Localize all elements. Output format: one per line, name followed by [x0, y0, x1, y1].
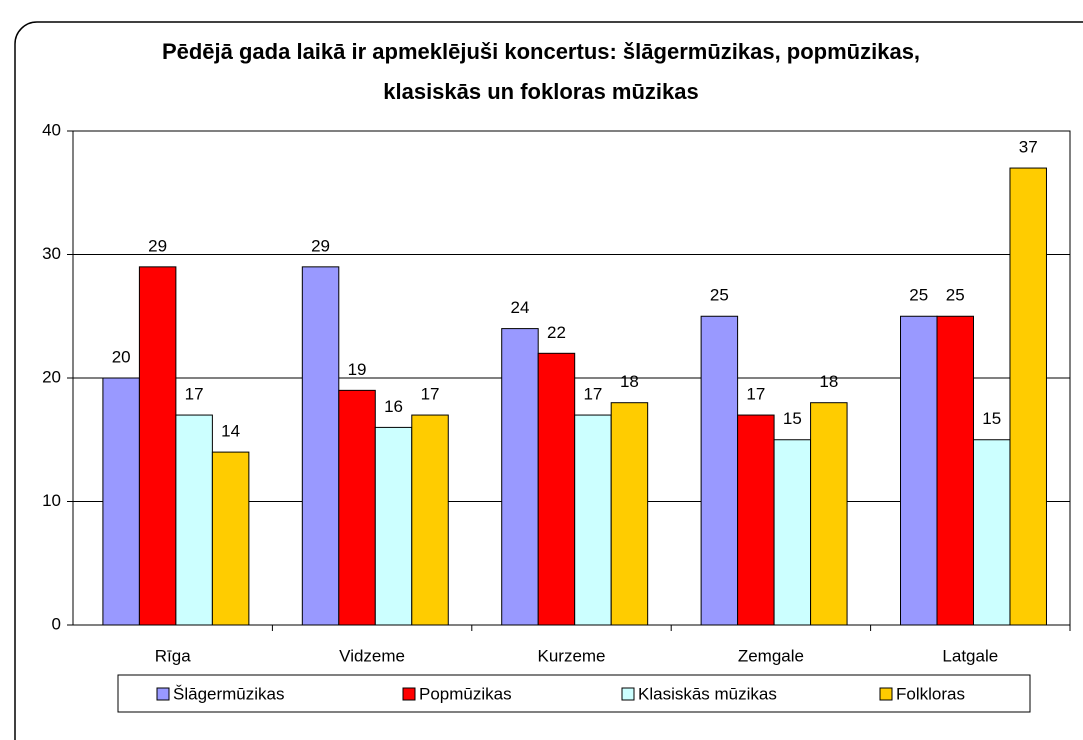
legend-label: Folkloras — [896, 684, 965, 703]
bar — [810, 402, 848, 626]
data-label: 29 — [311, 236, 330, 255]
y-tick-label: 30 — [42, 244, 61, 263]
bar — [102, 377, 140, 626]
data-label: 19 — [348, 360, 367, 379]
bar — [211, 451, 250, 626]
data-label: 25 — [946, 286, 965, 305]
bar — [138, 266, 177, 626]
data-label: 25 — [710, 286, 729, 305]
data-label: 37 — [1019, 138, 1038, 157]
data-label: 17 — [185, 385, 204, 404]
data-label: 16 — [384, 397, 403, 416]
x-tick-label: Vidzeme — [339, 646, 405, 665]
y-tick-label: 40 — [42, 120, 61, 139]
bar — [411, 414, 449, 626]
data-label: 15 — [982, 409, 1001, 428]
legend-swatch — [402, 687, 416, 701]
bar — [972, 439, 1011, 626]
data-label: 18 — [620, 372, 639, 391]
bar — [900, 315, 938, 626]
bar — [338, 389, 376, 626]
x-tick-label: Latgale — [942, 646, 998, 665]
bar — [574, 414, 612, 626]
data-label: 18 — [819, 372, 838, 391]
bar — [374, 426, 413, 626]
legend-label: Popmūzikas — [419, 684, 512, 703]
bar — [301, 266, 340, 626]
data-label: 14 — [221, 422, 240, 441]
bar — [501, 328, 539, 626]
data-label: 22 — [547, 323, 566, 342]
chart-title: Pēdējā gada laikā ir apmeklējuši koncert… — [161, 39, 921, 104]
bar — [175, 414, 213, 626]
bar — [936, 315, 974, 626]
x-tick-label: Rīga — [155, 646, 191, 665]
data-label: 20 — [112, 347, 131, 366]
y-tick-label: 0 — [52, 614, 61, 633]
legend-label: Šlāgermūzikas — [173, 684, 285, 703]
x-tick-label: Zemgale — [738, 646, 804, 665]
bar — [737, 414, 775, 626]
bar — [1009, 167, 1047, 626]
bar — [610, 402, 649, 626]
y-tick-label: 20 — [42, 367, 61, 386]
data-label: 29 — [148, 236, 167, 255]
legend-swatch — [879, 687, 893, 701]
y-tick-label: 10 — [42, 491, 61, 510]
bar — [700, 315, 739, 626]
legend-swatch — [621, 687, 635, 701]
x-tick-label: Kurzeme — [537, 646, 605, 665]
legend-box — [117, 674, 1031, 713]
data-label: 25 — [909, 286, 928, 305]
data-label: 17 — [421, 385, 440, 404]
legend-label: Klasiskās mūzikas — [638, 684, 777, 703]
bar — [773, 439, 812, 626]
data-label: 24 — [510, 298, 529, 317]
data-label: 17 — [583, 385, 602, 404]
data-label: 17 — [746, 385, 765, 404]
legend-swatch — [156, 687, 170, 701]
data-label: 15 — [783, 409, 802, 428]
bar — [537, 352, 576, 626]
